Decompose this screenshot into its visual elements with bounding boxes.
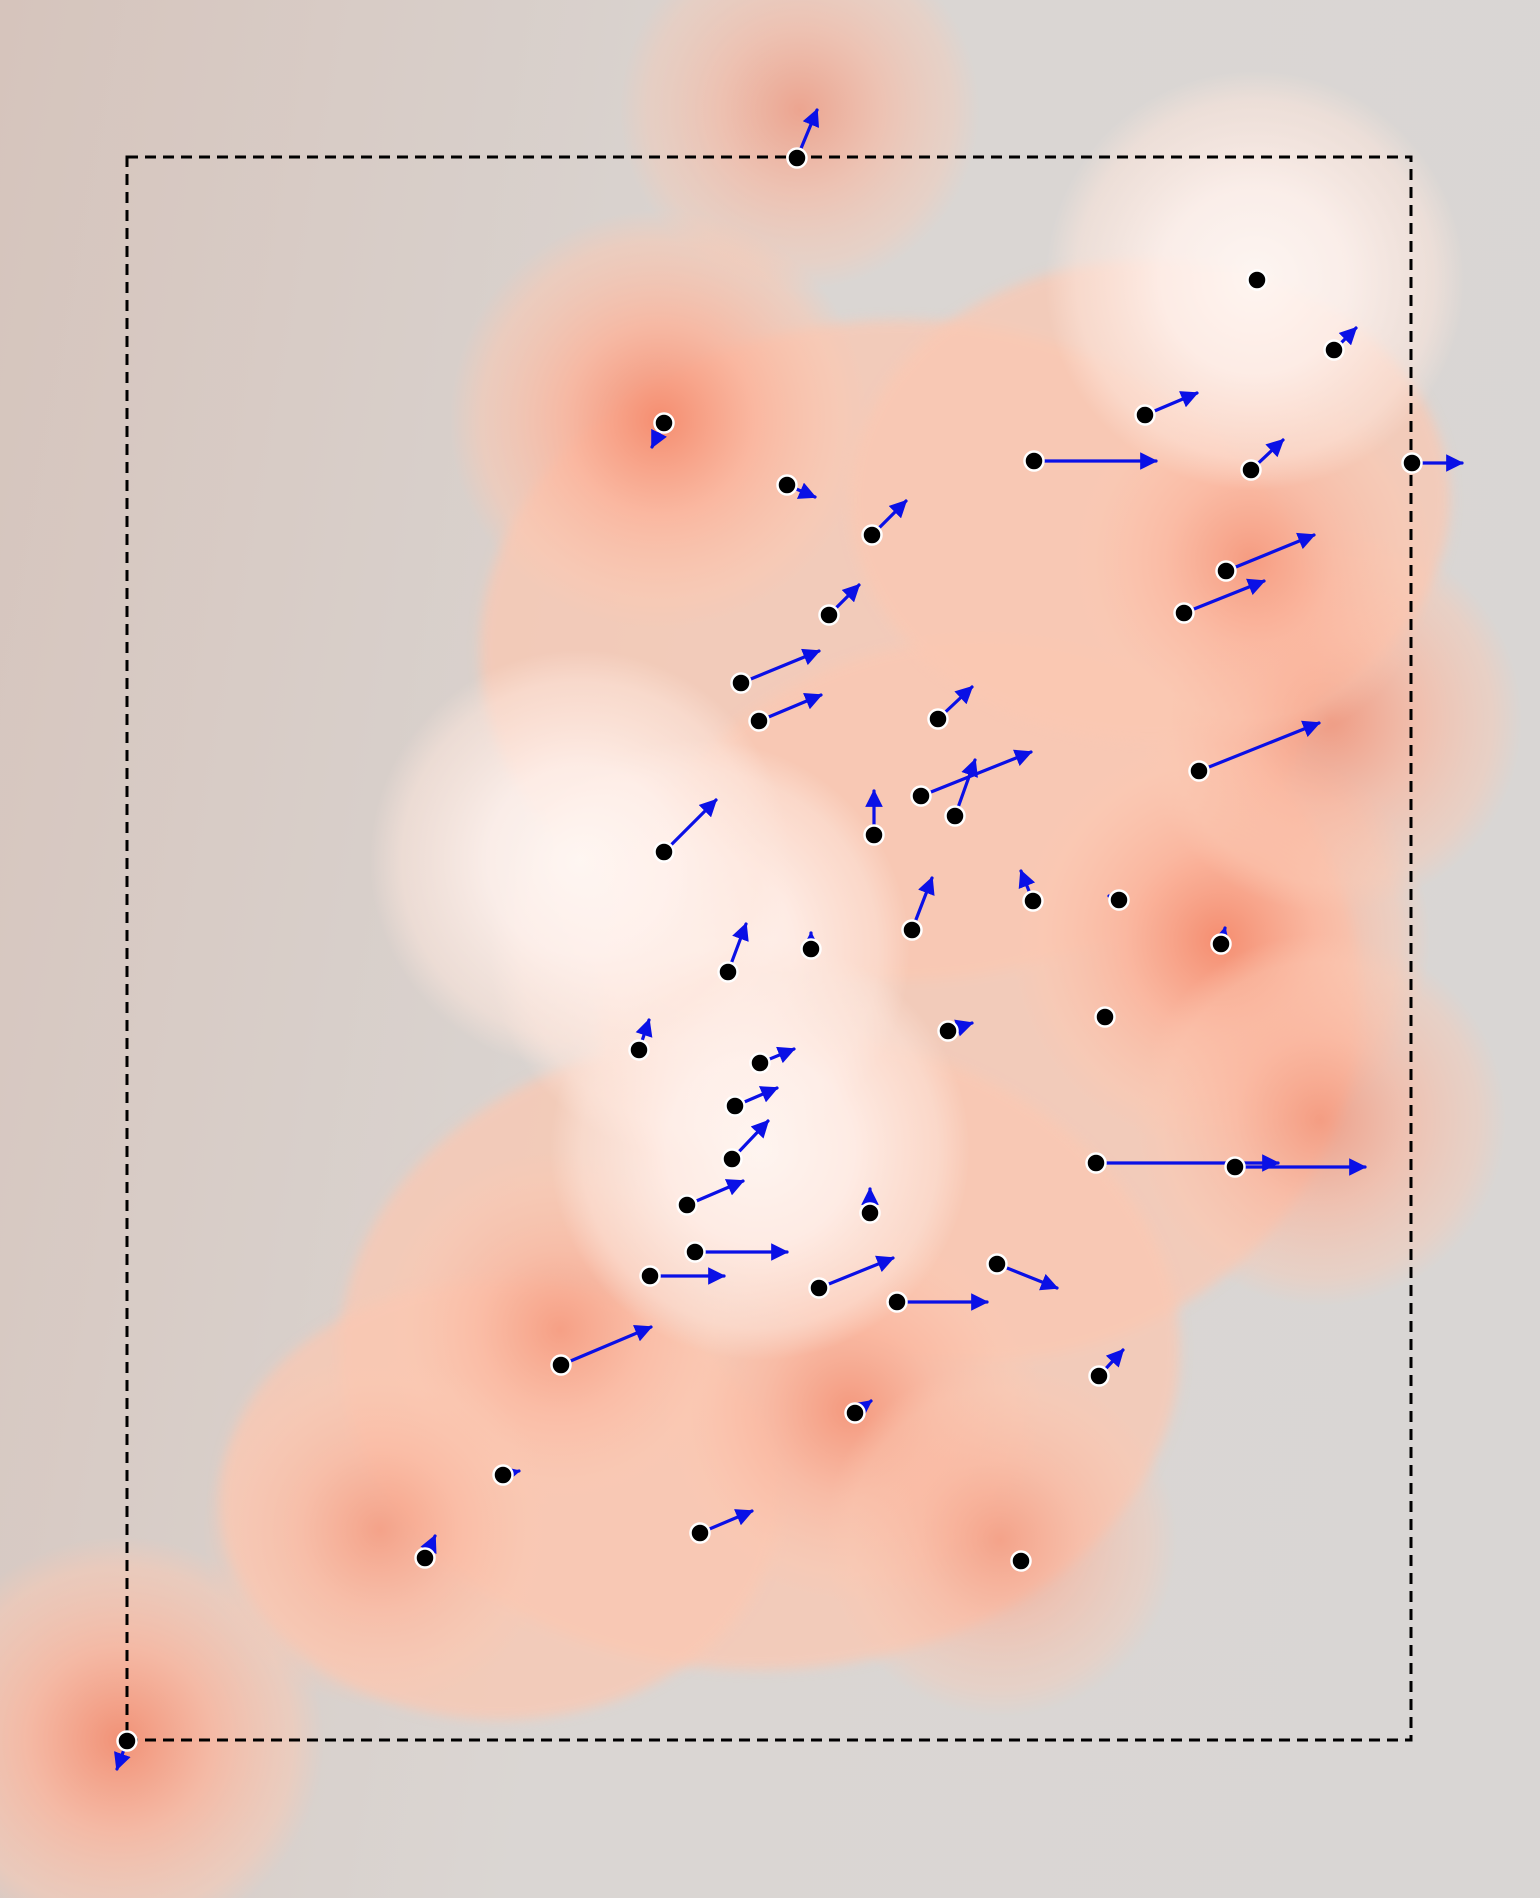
sample-point [676, 1194, 698, 1216]
sample-point [628, 1039, 650, 1061]
sample-point [1023, 450, 1045, 472]
vector-arrow [1224, 532, 1316, 573]
sample-point [724, 1095, 746, 1117]
sample-point [1401, 452, 1423, 474]
sample-points-layer [116, 147, 1423, 1752]
sample-point [689, 1522, 711, 1544]
sample-point [749, 1052, 771, 1074]
sample-point [910, 785, 932, 807]
sample-point [808, 1277, 830, 1299]
sample-point [937, 1020, 959, 1042]
sample-point [1010, 1550, 1032, 1572]
sample-point [1085, 1152, 1107, 1174]
vector-arrow [1182, 578, 1266, 615]
sample-point [639, 1265, 661, 1287]
sample-point [818, 604, 840, 626]
sample-point [653, 841, 675, 863]
domain-boundary [125, 155, 1413, 1742]
sample-point [717, 961, 739, 983]
sample-point [986, 1253, 1008, 1275]
sample-point [684, 1241, 706, 1263]
sample-point [1323, 339, 1345, 361]
heat-blob [823, 1363, 1177, 1717]
sample-point [800, 938, 822, 960]
sample-point [886, 1291, 908, 1313]
vector-arrow [1197, 720, 1321, 773]
vector-arrow [662, 798, 718, 854]
sample-point [927, 708, 949, 730]
sample-point [844, 1402, 866, 1424]
sample-point [1134, 404, 1156, 426]
sample-point [859, 1202, 881, 1224]
sample-point [492, 1464, 514, 1486]
sample-point [653, 412, 675, 434]
heat-blob [203, 1353, 557, 1707]
vector-arrow [757, 693, 823, 723]
sample-point [1022, 890, 1044, 912]
sample-point [1088, 1365, 1110, 1387]
sample-point [901, 919, 923, 941]
heat-blob [1134, 934, 1506, 1306]
sample-point [721, 1148, 743, 1170]
sample-point [1240, 459, 1262, 481]
sample-point [944, 805, 966, 827]
sample-point [1188, 760, 1210, 782]
sample-point [1173, 602, 1195, 624]
sample-point [730, 672, 752, 694]
sample-point [1094, 1006, 1116, 1028]
sample-point [861, 524, 883, 546]
sample-point [786, 147, 808, 169]
vector-arrows-layer [114, 108, 1464, 1771]
vector-arrow [817, 1255, 895, 1290]
sample-point [550, 1354, 572, 1376]
sample-point [1108, 889, 1130, 911]
sample-point [116, 1730, 138, 1752]
sample-point [863, 824, 885, 846]
vector-arrow [739, 648, 821, 685]
sample-point [414, 1547, 436, 1569]
vector-arrow [995, 1262, 1059, 1291]
sample-point [776, 474, 798, 496]
heat-blob [620, 0, 980, 290]
sample-point [1246, 269, 1268, 291]
sample-point [1224, 1156, 1246, 1178]
vector-arrow [559, 1325, 653, 1367]
cool-blob [370, 650, 790, 1070]
sample-point [748, 710, 770, 732]
sample-point [1215, 560, 1237, 582]
sample-point [1210, 933, 1232, 955]
